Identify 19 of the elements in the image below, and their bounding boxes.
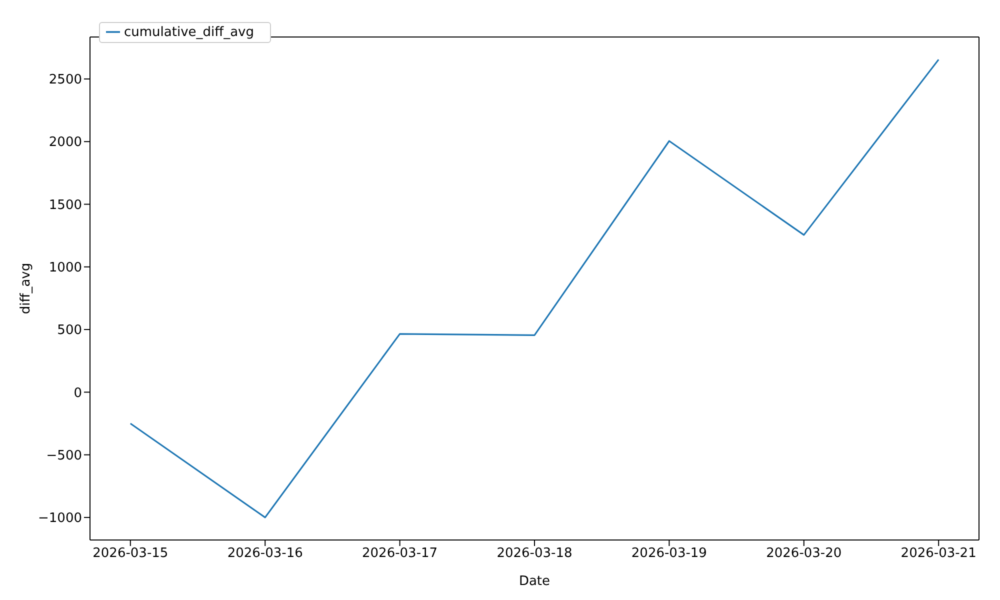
y-tick-label: 500 (57, 323, 82, 338)
y-tick-label: 1500 (48, 198, 82, 213)
x-tick-label: 2026-03-19 (631, 546, 707, 562)
line-series (130, 58, 940, 518)
y-tick-label: 0 (74, 386, 82, 401)
x-tick-label: 2026-03-20 (766, 546, 842, 562)
x-axis-title: Date (518, 574, 550, 589)
x-tick-label: 2026-03-17 (362, 546, 438, 562)
x-tick-label: 2026-03-21 (900, 546, 976, 562)
y-tick-label: −1000 (38, 511, 82, 526)
y-axis-title: diff_avg (18, 262, 34, 314)
y-tick-label: 1000 (48, 260, 82, 276)
y-tick-label: −500 (46, 448, 82, 464)
legend-label: cumulative_diff_avg (124, 25, 254, 40)
y-tick-label: 2000 (48, 135, 82, 150)
y-tick-label: 2500 (48, 72, 82, 88)
x-tick-label: 2026-03-15 (92, 546, 168, 562)
x-tick-label: 2026-03-16 (227, 546, 303, 562)
x-tick-label: 2026-03-18 (496, 546, 572, 562)
